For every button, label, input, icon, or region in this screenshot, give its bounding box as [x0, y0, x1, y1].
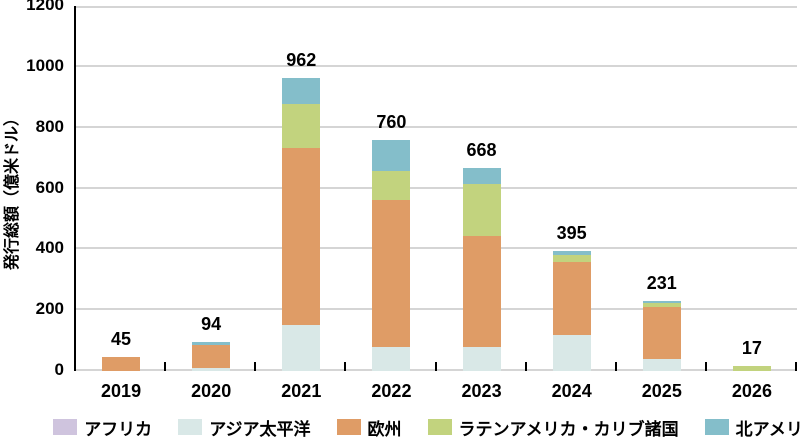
legend-label: アジア太平洋	[209, 419, 311, 439]
gridline-1000	[76, 64, 797, 67]
legend-swatch-欧州	[336, 419, 361, 435]
bar-segment-2025-欧州	[642, 306, 681, 360]
bar-segment-2024-ラテンアメリカ・カリブ諸国	[552, 255, 591, 263]
legend-label: 欧州	[367, 419, 402, 439]
bar-segment-2021-北アメリカ	[282, 78, 321, 105]
legend: アフリカ アジア太平洋 欧州 ラテンアメリカ・カリブ諸国 北アメリカ	[53, 414, 800, 440]
y-tick-label-800: 800	[35, 116, 64, 136]
legend-label: アフリカ	[84, 419, 153, 439]
y-axis-line	[74, 6, 76, 371]
bar-total-label-2024: 395	[556, 222, 587, 243]
bar-segment-2024-アジア太平洋	[552, 334, 591, 371]
bar-segment-2025-北アメリカ	[642, 300, 681, 304]
x-tick-label-2022: 2022	[371, 381, 412, 401]
bar-segment-2026-ラテンアメリカ・カリブ諸国	[732, 365, 771, 371]
bar-segment-2022-アジア太平洋	[372, 346, 411, 371]
bar-segment-2021-欧州	[282, 148, 321, 326]
legend-swatch-アフリカ	[53, 419, 78, 435]
gridline-200	[76, 308, 797, 311]
bar-total-label-2025: 231	[646, 272, 677, 293]
x-axis-tick	[164, 362, 167, 371]
x-axis-tick	[614, 362, 617, 371]
x-tick-label-2026: 2026	[731, 381, 772, 401]
y-tick-label-0: 0	[54, 360, 64, 379]
x-axis-tick	[434, 362, 437, 371]
bar-segment-2024-欧州	[552, 262, 591, 335]
y-tick-label-1000: 1000	[26, 55, 64, 75]
bar-segment-2020-北アメリカ	[192, 342, 231, 346]
legend-swatch-北アメリカ	[704, 419, 729, 435]
bar-segment-2024-北アメリカ	[552, 250, 591, 256]
x-tick-label-2023: 2023	[461, 381, 502, 401]
bar-segment-2025-アジア太平洋	[642, 359, 681, 371]
legend-label: 北アメリカ	[735, 419, 800, 439]
bar-segment-2023-北アメリカ	[462, 167, 501, 184]
bar-segment-2021-アジア太平洋	[282, 325, 321, 371]
legend-item-アジア太平洋: アジア太平洋	[178, 415, 311, 440]
bar-total-label-2020: 94	[201, 314, 222, 335]
gridline-0	[76, 369, 797, 371]
legend-item-アフリカ: アフリカ	[53, 415, 152, 440]
gridline-800	[76, 125, 797, 128]
bar-total-label-2019: 45	[111, 329, 132, 350]
bar-segment-2025-ラテンアメリカ・カリブ諸国	[642, 303, 681, 307]
x-axis-tick	[344, 362, 347, 371]
bar-segment-2020-欧州	[192, 345, 231, 368]
x-tick-label-2024: 2024	[551, 381, 592, 401]
gridline-600	[76, 186, 797, 189]
bar-total-label-2021: 962	[286, 50, 317, 71]
bar-segment-2021-ラテンアメリカ・カリブ諸国	[282, 104, 321, 149]
legend-item-欧州: 欧州	[336, 415, 402, 440]
x-axis-tick	[254, 362, 257, 371]
legend-label: ラテンアメリカ・カリブ諸国	[458, 419, 679, 439]
y-tick-label-1200: 1200	[26, 0, 64, 14]
bar-segment-2022-欧州	[372, 200, 411, 347]
gridline-400	[76, 247, 797, 250]
x-tick-label-2025: 2025	[641, 381, 682, 401]
legend-swatch-ラテンアメリカ・カリブ諸国	[427, 419, 452, 435]
bar-segment-2022-ラテンアメリカ・カリブ諸国	[372, 171, 411, 201]
bar-segment-2023-欧州	[462, 235, 501, 347]
y-tick-label-400: 400	[35, 238, 64, 258]
legend-swatch-アジア太平洋	[178, 419, 203, 435]
bar-segment-2023-アジア太平洋	[462, 346, 501, 371]
bar-total-label-2023: 668	[466, 139, 497, 160]
plot-area: 45 2019 94 2020 962 2021 760 2022 668 2023 395 2024…	[74, 6, 797, 401]
bar-segment-2022-北アメリカ	[372, 139, 411, 172]
bar-total-label-2026: 17	[741, 337, 762, 358]
x-axis-tick	[795, 362, 797, 371]
x-tick-label-2019: 2019	[101, 381, 142, 401]
bar-segment-2020-アジア太平洋	[192, 367, 231, 371]
x-axis-tick	[524, 362, 527, 371]
x-tick-label-2021: 2021	[281, 381, 322, 401]
legend-item-北アメリカ: 北アメリカ	[704, 415, 800, 440]
x-axis-tick	[704, 362, 707, 371]
x-tick-label-2020: 2020	[191, 381, 232, 401]
y-tick-label-600: 600	[35, 177, 64, 197]
y-tick-label-200: 200	[35, 299, 64, 319]
gridline-1200	[76, 6, 797, 8]
bar-total-label-2022: 760	[376, 111, 407, 132]
bar-segment-2023-ラテンアメリカ・カリブ諸国	[462, 183, 501, 236]
legend-item-ラテンアメリカ・カリブ諸国: ラテンアメリカ・カリブ諸国	[427, 415, 679, 440]
bar-segment-2019-欧州	[102, 357, 141, 371]
